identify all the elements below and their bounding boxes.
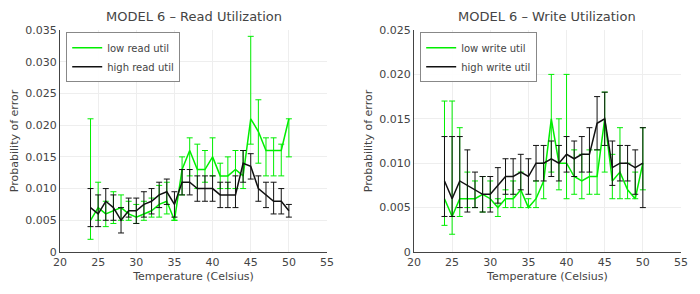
svg-text:50: 50 [636,256,650,269]
svg-text:MODEL 6 – Read Utilization: MODEL 6 – Read Utilization [106,9,282,24]
svg-text:0.025: 0.025 [379,24,411,37]
svg-text:25: 25 [445,256,459,269]
svg-text:Probability of error: Probability of error [8,89,21,192]
svg-text:0.015: 0.015 [379,113,411,126]
svg-text:20: 20 [407,256,421,269]
svg-text:0.025: 0.025 [25,87,57,100]
svg-text:30: 30 [129,256,143,269]
svg-text:0.005: 0.005 [379,201,411,214]
svg-text:50: 50 [282,256,296,269]
svg-text:0.020: 0.020 [379,68,411,81]
svg-text:25: 25 [91,256,105,269]
svg-text:high write util: high write util [461,62,530,73]
svg-text:0: 0 [404,246,411,259]
svg-text:30: 30 [483,256,497,269]
svg-text:0.035: 0.035 [25,24,57,37]
svg-text:0.015: 0.015 [25,151,57,164]
svg-text:40: 40 [560,256,574,269]
svg-text:55: 55 [320,256,334,269]
svg-text:40: 40 [206,256,220,269]
svg-text:0.030: 0.030 [25,56,57,69]
svg-text:Temperature (Celsius): Temperature (Celsius) [486,270,608,283]
svg-text:45: 45 [244,256,258,269]
svg-text:low write util: low write util [461,43,525,54]
svg-text:low read util: low read util [107,43,169,54]
svg-text:20: 20 [53,256,67,269]
svg-text:0.005: 0.005 [25,214,57,227]
svg-text:high read util: high read util [107,62,173,73]
svg-text:45: 45 [598,256,612,269]
svg-text:35: 35 [167,256,181,269]
svg-text:Probability of error: Probability of error [362,89,375,192]
svg-text:0.010: 0.010 [25,182,57,195]
svg-text:0.010: 0.010 [379,157,411,170]
svg-text:55: 55 [674,256,688,269]
svg-text:0.020: 0.020 [25,119,57,132]
svg-text:35: 35 [521,256,535,269]
svg-text:MODEL 6 – Write Utilization: MODEL 6 – Write Utilization [458,9,636,24]
svg-text:0: 0 [50,246,57,259]
svg-text:Temperature (Celsius): Temperature (Celsius) [132,270,254,283]
